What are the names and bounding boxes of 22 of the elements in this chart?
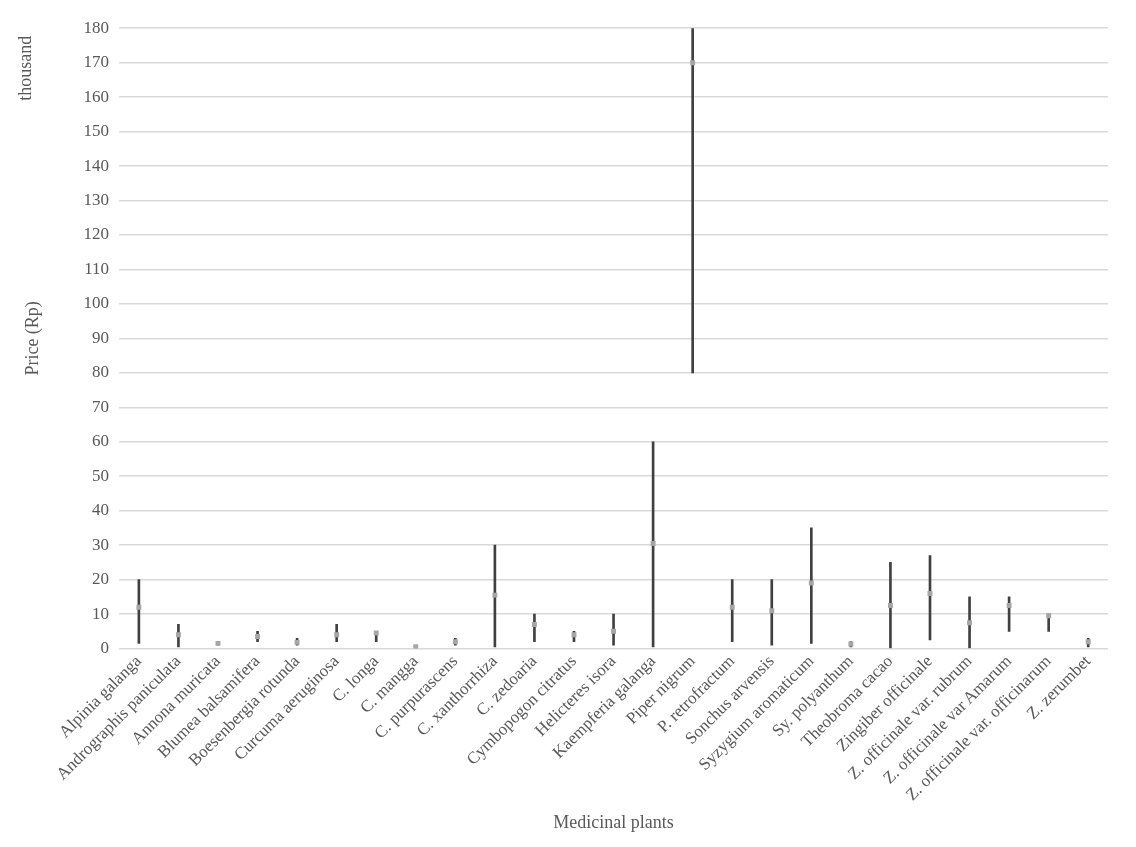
y-tick-label: 90 xyxy=(92,327,110,347)
y-tick-label: 40 xyxy=(92,500,110,520)
y-tick-label: 120 xyxy=(83,224,110,244)
y-tick-label: 60 xyxy=(92,431,110,451)
x-axis-title: Medicinal plants xyxy=(553,811,674,832)
y-tick-label: 130 xyxy=(83,189,110,209)
y-tick-label: 50 xyxy=(92,465,110,485)
y-tick-label: 80 xyxy=(92,362,110,382)
y-tick-label: 180 xyxy=(83,17,110,37)
y-tick-label: 10 xyxy=(92,603,110,623)
y-tick-label: 140 xyxy=(83,155,110,175)
y-tick-label: 30 xyxy=(92,534,110,554)
y-tick-label: 150 xyxy=(83,121,110,141)
y-tick-label: 20 xyxy=(92,569,110,589)
text: thousand xyxy=(14,35,35,101)
y-tick-label: 110 xyxy=(84,258,110,278)
y-tick-label: 100 xyxy=(83,293,110,313)
y-axis-title: Price (Rp) xyxy=(21,301,43,376)
y-tick-label: 160 xyxy=(83,86,110,106)
y-tick-label: 170 xyxy=(83,52,110,72)
y-tick-label: 0 xyxy=(100,638,110,658)
y-tick-label: 70 xyxy=(92,396,110,416)
